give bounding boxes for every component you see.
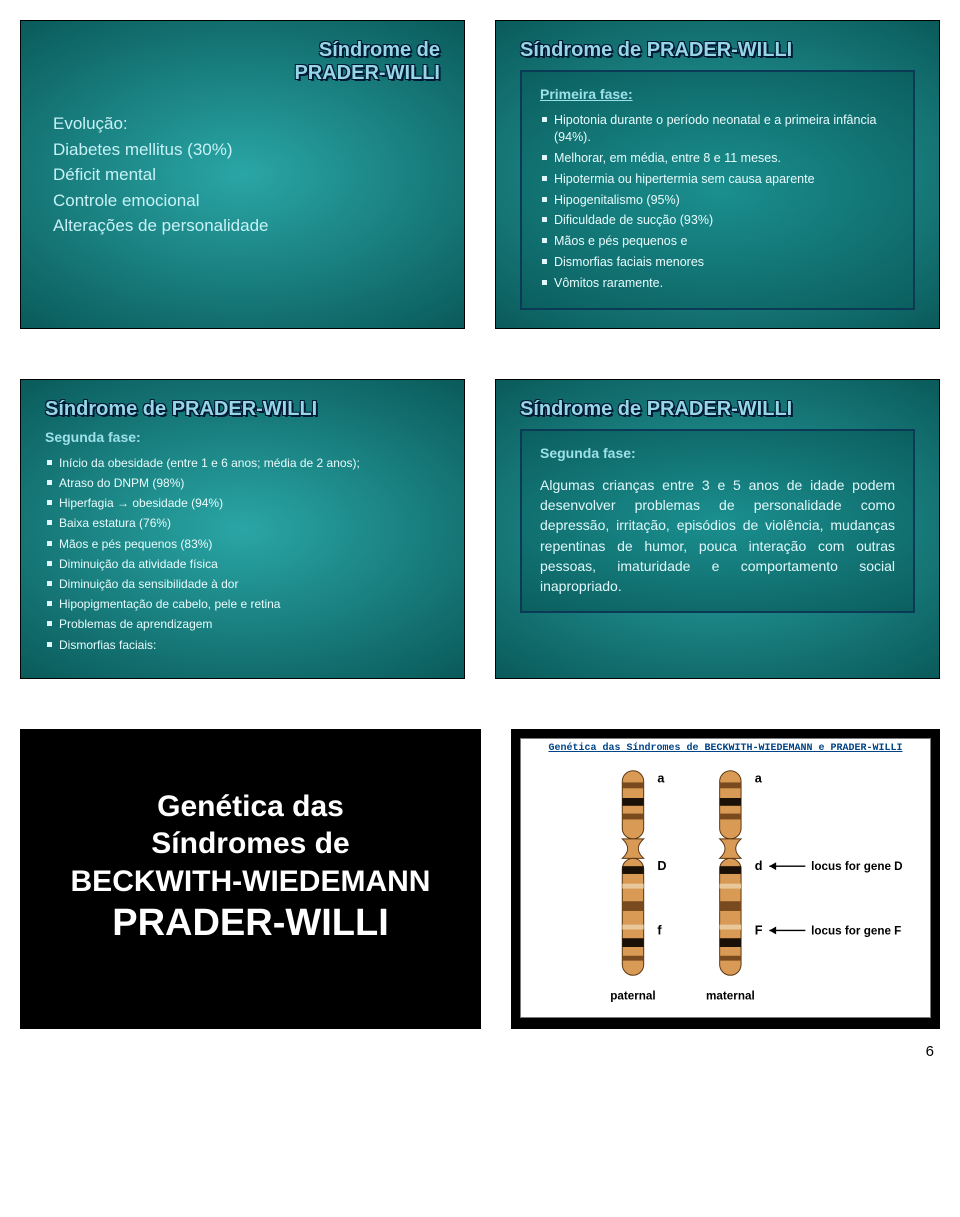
bullet-item: Atraso do DNPM (98%) (47, 473, 440, 493)
line1: Genética das (157, 790, 344, 823)
bullet-item: Vômitos raramente. (542, 273, 895, 294)
bullet-item: Diminuição da atividade física (47, 554, 440, 574)
slide-evolution: Síndrome de PRADER-WILLI Evolução: Diabe… (20, 20, 465, 329)
slide-title: Síndrome de PRADER-WILLI (520, 39, 915, 62)
slide-title: Síndrome de PRADER-WILLI (45, 398, 440, 421)
label-D: D (657, 859, 666, 873)
bullet-item: Baixa estatura (76%) (47, 513, 440, 533)
bullet-item: Problemas de aprendizagem (47, 614, 440, 634)
slide-chromosome-diagram: Genética das Síndromes de BECKWITH-WIEDE… (511, 729, 940, 1029)
bullet-item: Mãos e pés pequenos (83%) (47, 534, 440, 554)
bullet-item: Hipogenitalismo (95%) (542, 190, 895, 211)
evolution-item-3: Alterações de personalidade (53, 216, 268, 235)
subhead: Segunda fase: (540, 445, 895, 461)
genetics-heading: Genética das Síndromes de BECKWITH-WIEDE… (45, 748, 456, 948)
content-panel: Segunda fase: Algumas crianças entre 3 e… (520, 429, 915, 613)
label-paternal: paternal (610, 989, 655, 1002)
slide-title: Síndrome de PRADER-WILLI (45, 39, 440, 85)
label-a-paternal: a (657, 771, 665, 785)
label-maternal: maternal (706, 989, 755, 1002)
chromosome-svg: a a D d f F locus for gene D locus for g… (521, 761, 930, 1014)
subhead: Segunda fase: (45, 429, 440, 445)
evolution-item-2: Controle emocional (53, 191, 199, 210)
evolution-item-0: Diabetes mellitus (30%) (53, 140, 233, 159)
bullet-item: Diminuição da sensibilidade à dor (47, 574, 440, 594)
bullet-item: Hipopigmentação de cabelo, pele e retina (47, 594, 440, 614)
subhead: Primeira fase: (540, 86, 895, 102)
bullet-item: Dismorfias faciais menores (542, 252, 895, 273)
bullet-item: Hiperfagia → obesidade (94%) (47, 493, 440, 513)
slide-segunda-fase-text: Síndrome de PRADER-WILLI Segunda fase: A… (495, 379, 940, 679)
label-locus-d: locus for gene D (811, 860, 902, 873)
line3: BECKWITH-WIEDEMANN (71, 865, 431, 898)
bullet-item: Melhorar, em média, entre 8 e 11 meses. (542, 148, 895, 169)
content-panel: Primeira fase: Hipotonia durante o perío… (520, 70, 915, 310)
bullet-item: Mãos e pés pequenos e (542, 231, 895, 252)
bullet-item: Hipotonia durante o período neonatal e a… (542, 110, 895, 148)
bullet-item: Hipotermia ou hipertermia sem causa apar… (542, 169, 895, 190)
page-number: 6 (0, 1039, 960, 1068)
label-locus-f: locus for gene F (811, 924, 901, 937)
slide-primeira-fase: Síndrome de PRADER-WILLI Primeira fase: … (495, 20, 940, 329)
line2: Síndromes de (151, 827, 349, 860)
bullet-list: Hipotonia durante o período neonatal e a… (540, 110, 895, 294)
label-f: f (657, 923, 662, 937)
evolution-body: Evolução: Diabetes mellitus (30%) Défici… (45, 93, 440, 239)
title-line1: Síndrome de (319, 39, 440, 61)
slide-title: Síndrome de PRADER-WILLI (520, 398, 915, 421)
title-line2: PRADER-WILLI (294, 62, 440, 84)
label-d: d (755, 859, 763, 873)
bullet-item: Dismorfias faciais: (47, 635, 440, 655)
label-a-maternal: a (755, 771, 763, 785)
evolution-label: Evolução: (53, 114, 128, 133)
bullet-list: Início da obesidade (entre 1 e 6 anos; m… (45, 453, 440, 655)
body-paragraph: Algumas crianças entre 3 e 5 anos de ida… (540, 475, 895, 597)
label-F: F (755, 923, 763, 937)
chromosome-figure: Genética das Síndromes de BECKWITH-WIEDE… (520, 738, 931, 1018)
bullet-item: Dificuldade de sucção (93%) (542, 210, 895, 231)
slide-genetics-title: Genética das Síndromes de BECKWITH-WIEDE… (20, 729, 481, 1029)
evolution-item-1: Déficit mental (53, 165, 156, 184)
figure-caption: Genética das Síndromes de BECKWITH-WIEDE… (521, 743, 930, 754)
bullet-item: Início da obesidade (entre 1 e 6 anos; m… (47, 453, 440, 473)
line4: PRADER-WILLI (112, 902, 389, 944)
slide-segunda-fase-list: Síndrome de PRADER-WILLI Segunda fase: I… (20, 379, 465, 679)
